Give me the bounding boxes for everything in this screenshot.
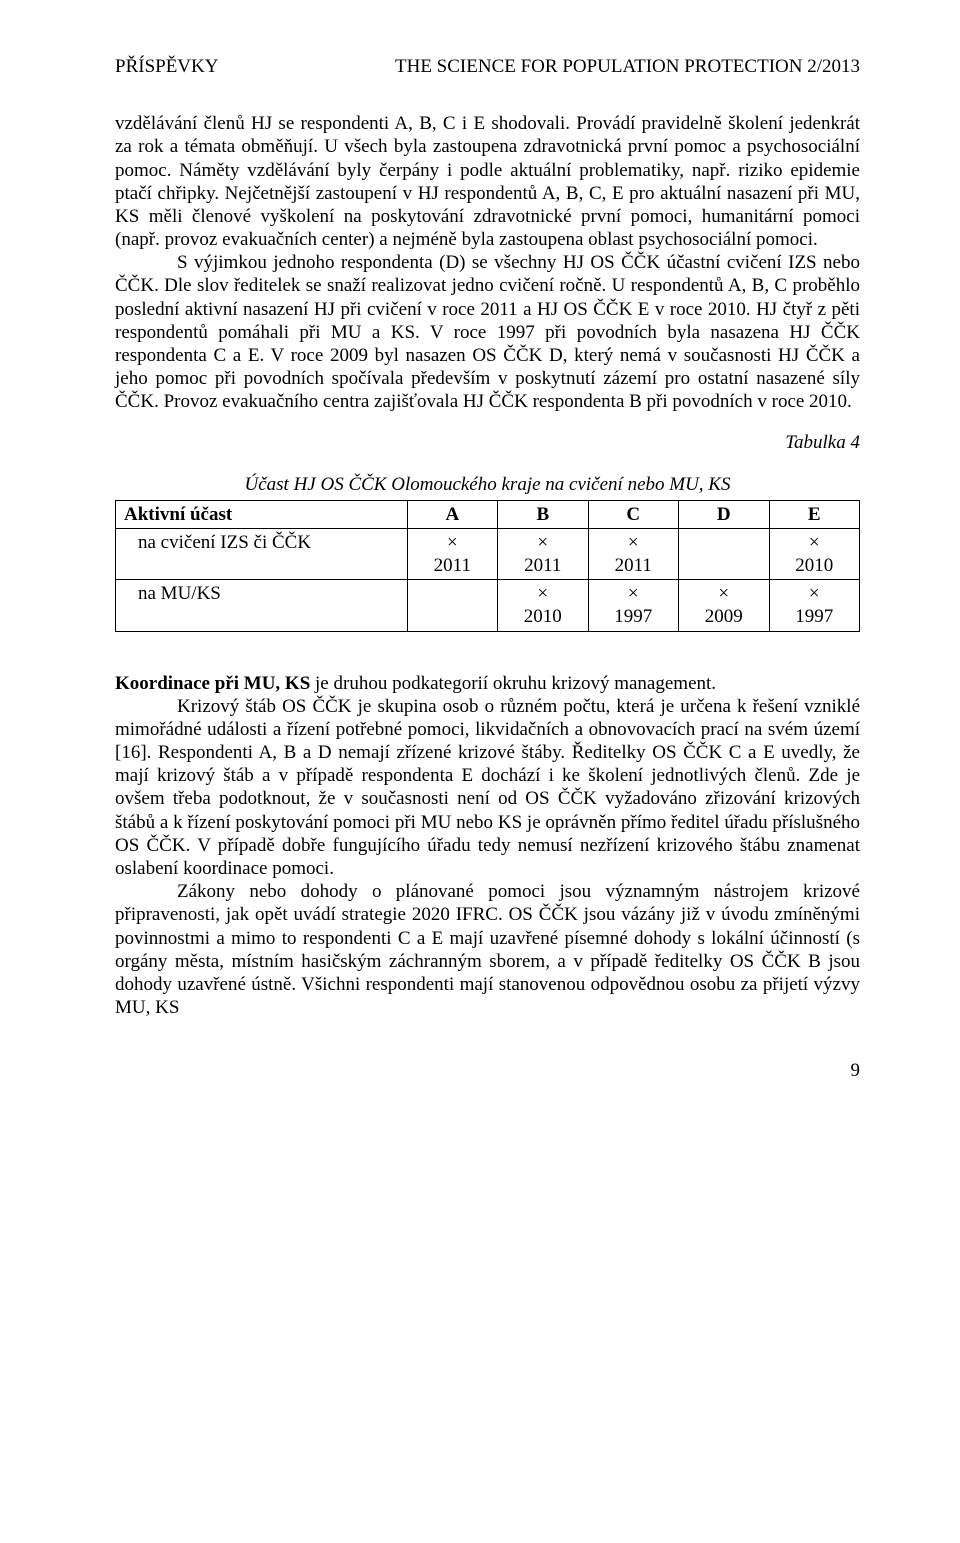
table-header-aktivni: Aktivní účast (116, 500, 408, 528)
paragraph-2: S výjimkou jednoho respondenta (D) se vš… (115, 251, 860, 413)
cell-r1-e: × 2010 (769, 528, 860, 579)
cell-r2-b: × 2010 (498, 580, 588, 631)
cell-r2-a (407, 580, 497, 631)
row-label-cviceni: na cvičení IZS či ČČK (116, 528, 408, 579)
paragraph-4: Krizový štáb OS ČČK je skupina osob o rů… (115, 695, 860, 880)
paragraph-1: vzdělávání členů HJ se respondenti A, B,… (115, 112, 860, 251)
table-row: na cvičení IZS či ČČK × 2011 × 2011 × 20… (116, 528, 860, 579)
paragraph-4-text: Krizový štáb OS ČČK je skupina osob o rů… (115, 696, 860, 879)
page-number: 9 (115, 1059, 860, 1082)
paragraph-3-rest: je druhou podkategorií okruhu krizový ma… (310, 673, 716, 694)
cell-r2-e: × 1997 (769, 580, 860, 631)
table-label: Tabulka 4 (115, 431, 860, 454)
cell-r2-d: × 2009 (679, 580, 769, 631)
header-right: THE SCIENCE FOR POPULATION PROTECTION 2/… (395, 55, 860, 78)
paragraph-5-text: Zákony nebo dohody o plánované pomoci js… (115, 881, 860, 1018)
row-label-muks: na MU/KS (116, 580, 408, 631)
cell-r1-a: × 2011 (407, 528, 497, 579)
table-header-d: D (679, 500, 769, 528)
cell-r1-c: × 2011 (588, 528, 678, 579)
table-header-a: A (407, 500, 497, 528)
cell-r2-c: × 1997 (588, 580, 678, 631)
cell-r1-b: × 2011 (498, 528, 588, 579)
paragraph-2-text: S výjimkou jednoho respondenta (D) se vš… (115, 252, 860, 412)
participation-table: Aktivní účast A B C D E na cvičení IZS č… (115, 500, 860, 632)
table-header-row: Aktivní účast A B C D E (116, 500, 860, 528)
header-left: PŘÍSPĚVKY (115, 55, 218, 78)
table-header-c: C (588, 500, 678, 528)
paragraph-5: Zákony nebo dohody o plánované pomoci js… (115, 880, 860, 1019)
paragraph-3: Koordinace při MU, KS je druhou podkateg… (115, 672, 860, 695)
table-row: na MU/KS × 2010 × 1997 × 2009 × 1997 (116, 580, 860, 631)
table-header-b: B (498, 500, 588, 528)
page-header: PŘÍSPĚVKY THE SCIENCE FOR POPULATION PRO… (115, 55, 860, 78)
section-lead-koordinace: Koordinace při MU, KS (115, 673, 310, 694)
table-caption: Účast HJ OS ČČK Olomouckého kraje na cvi… (115, 473, 860, 496)
table-header-e: E (769, 500, 860, 528)
cell-r1-d (679, 528, 769, 579)
paragraph-1-text: vzdělávání členů HJ se respondenti A, B,… (115, 113, 860, 250)
